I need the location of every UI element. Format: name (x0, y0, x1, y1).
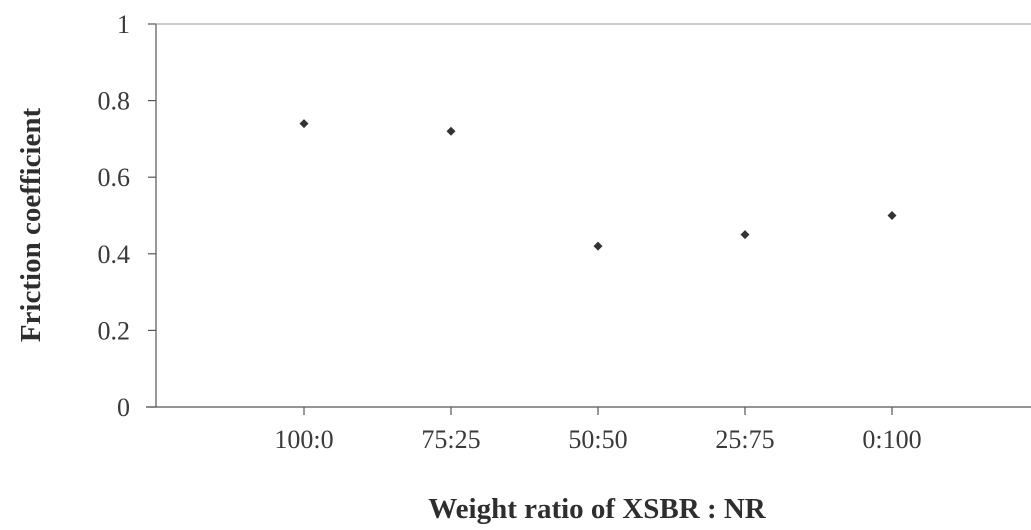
x-axis-ticks: 100:0 75:25 50:50 25:75 0:100 (274, 407, 922, 454)
data-points (299, 119, 897, 251)
y-tick-label: 0 (117, 393, 130, 422)
y-tick-label: 0.4 (98, 240, 131, 269)
x-tick-label: 0:100 (862, 425, 921, 454)
y-tick-label: 0.2 (98, 316, 131, 345)
y-tick-label: 1 (117, 10, 130, 39)
data-point-marker (593, 241, 603, 251)
x-tick-label: 75:25 (421, 425, 480, 454)
y-axis-ticks: 0 0.2 0.4 0.6 0.8 1 (98, 10, 156, 422)
data-point-marker (887, 211, 897, 220)
y-axis-title: Friction coefficient (15, 108, 47, 343)
data-point-marker (299, 119, 309, 129)
x-tick-label: 50:50 (568, 425, 627, 454)
x-tick-label: 100:0 (274, 425, 333, 454)
x-axis-title: Weight ratio of XSBR : NR (428, 493, 767, 525)
data-point-marker (740, 230, 750, 240)
y-tick-label: 0.6 (98, 163, 131, 192)
y-tick-label: 0.8 (98, 87, 131, 116)
data-point-marker (446, 126, 456, 136)
x-tick-label: 25:75 (715, 425, 774, 454)
axes (146, 23, 1031, 408)
